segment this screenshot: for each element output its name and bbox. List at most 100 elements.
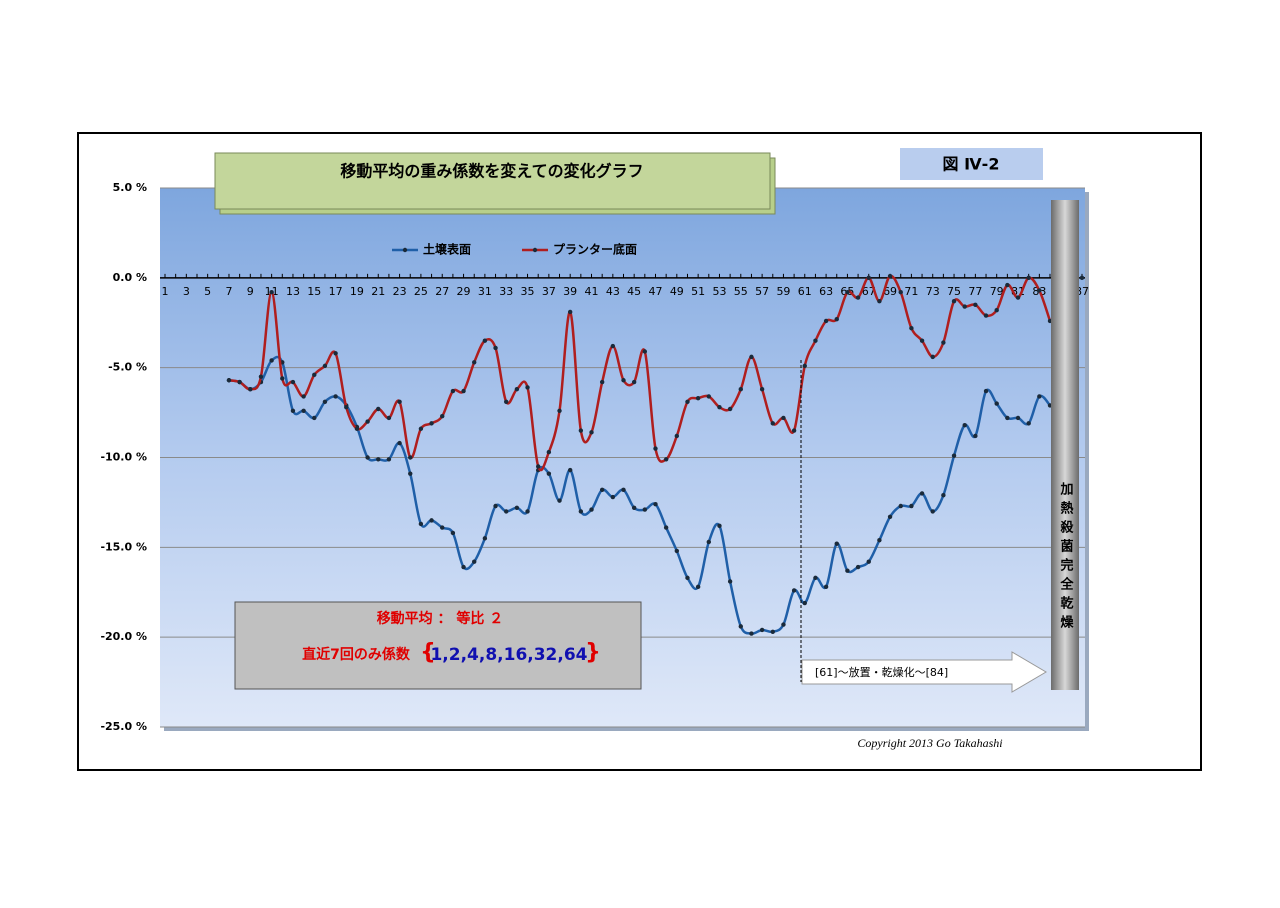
point xyxy=(706,394,712,399)
legend-marker xyxy=(532,247,538,253)
point xyxy=(855,295,861,300)
treatment-bar xyxy=(1051,200,1079,690)
point xyxy=(834,316,839,322)
point xyxy=(887,273,893,279)
x-tick-label: 45 xyxy=(627,285,641,298)
point xyxy=(877,537,882,543)
point xyxy=(834,541,839,546)
x-tick-label: 47 xyxy=(648,285,662,298)
point xyxy=(877,298,882,304)
info-line2: 直近7回のみ係数 xyxy=(302,646,411,663)
point xyxy=(429,421,434,426)
point xyxy=(557,498,562,503)
point xyxy=(599,487,605,493)
point xyxy=(365,455,370,460)
point xyxy=(546,449,552,455)
x-tick-label: 13 xyxy=(286,285,300,298)
point xyxy=(706,539,712,545)
point xyxy=(269,290,274,295)
point xyxy=(1026,275,1031,281)
point xyxy=(301,394,306,399)
x-tick-label: 9 xyxy=(247,285,254,298)
point xyxy=(962,422,967,428)
point xyxy=(749,354,754,360)
point xyxy=(845,568,850,573)
point xyxy=(621,487,626,493)
point xyxy=(312,372,317,378)
point xyxy=(919,491,925,496)
point xyxy=(450,530,456,536)
point xyxy=(280,376,285,381)
x-tick-label: 33 xyxy=(499,285,513,298)
point xyxy=(823,584,829,590)
point xyxy=(749,631,754,636)
point xyxy=(376,406,381,412)
point xyxy=(887,514,893,519)
point xyxy=(653,502,658,507)
point xyxy=(237,379,242,385)
figure-label: 図 Ⅳ-2 xyxy=(943,155,1000,174)
point xyxy=(685,575,690,581)
x-tick-label: 75 xyxy=(947,285,961,298)
point xyxy=(418,426,424,431)
point xyxy=(386,415,392,421)
x-tick-label: 69 xyxy=(883,285,897,298)
point xyxy=(802,363,807,369)
point xyxy=(269,358,274,363)
point xyxy=(504,509,509,514)
point xyxy=(770,629,775,634)
point xyxy=(631,379,637,385)
point xyxy=(738,387,743,392)
x-tick-label: 5 xyxy=(204,285,211,298)
legend-label: 土壌表面 xyxy=(423,242,471,257)
point xyxy=(567,309,573,315)
arrow-label: [61]～放置・乾燥化～[84] xyxy=(815,665,948,679)
point xyxy=(674,548,680,554)
point xyxy=(504,399,509,405)
x-tick-label: 59 xyxy=(776,285,790,298)
x-tick-label: 19 xyxy=(350,285,364,298)
point xyxy=(290,379,296,385)
point xyxy=(845,290,850,295)
point xyxy=(397,440,402,446)
point xyxy=(408,455,413,460)
point xyxy=(631,505,637,511)
point xyxy=(578,428,584,433)
point xyxy=(408,471,413,476)
point xyxy=(791,588,797,593)
point xyxy=(813,575,818,581)
point xyxy=(962,304,967,309)
x-tick-label: 77 xyxy=(968,285,982,298)
point xyxy=(951,453,957,458)
point xyxy=(813,338,818,343)
point xyxy=(525,385,530,390)
y-tick-label: 0.0 % xyxy=(113,271,147,284)
point xyxy=(322,399,328,405)
point xyxy=(333,394,338,399)
point xyxy=(663,457,669,462)
point xyxy=(301,408,306,413)
point xyxy=(930,354,935,360)
x-tick-label: 63 xyxy=(819,285,833,298)
point xyxy=(557,408,562,413)
x-tick-label: 31 xyxy=(478,285,492,298)
point xyxy=(354,426,360,431)
point xyxy=(727,579,733,584)
point xyxy=(738,624,743,629)
y-tick-label: -5.0 % xyxy=(108,361,147,374)
point xyxy=(322,363,328,369)
point xyxy=(418,521,424,527)
point xyxy=(344,404,349,410)
point xyxy=(514,387,520,392)
x-tick-label: 71 xyxy=(904,285,918,298)
point xyxy=(482,338,488,343)
x-tick-label: 79 xyxy=(990,285,1004,298)
point xyxy=(759,627,765,633)
point xyxy=(1005,415,1010,421)
point xyxy=(333,351,338,356)
point xyxy=(1037,394,1042,399)
point xyxy=(973,433,978,439)
point xyxy=(855,564,861,570)
point xyxy=(909,503,914,509)
point xyxy=(1037,288,1042,293)
